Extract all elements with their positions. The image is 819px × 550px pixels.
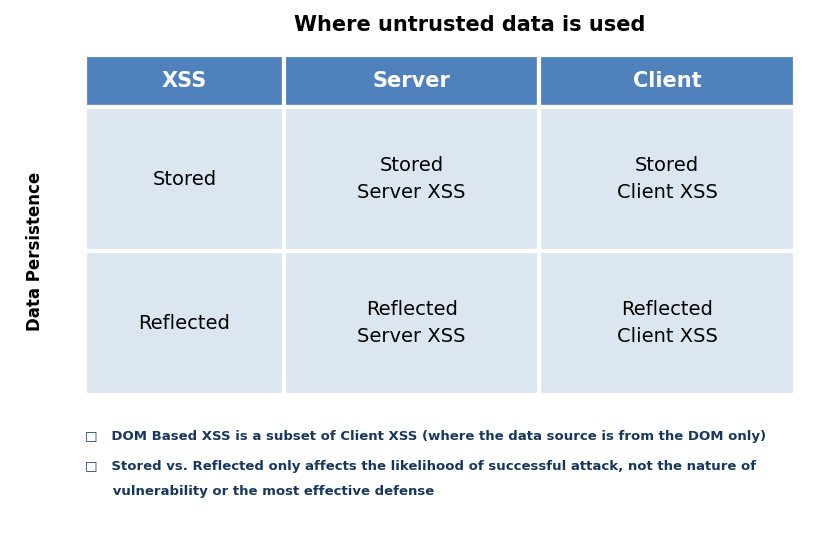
Text: XSS: XSS	[161, 71, 206, 91]
Text: Reflected: Reflected	[138, 314, 230, 333]
Bar	[85, 55, 283, 107]
Text: vulnerability or the most effective defense: vulnerability or the most effective defe…	[85, 485, 434, 498]
Bar	[85, 251, 283, 395]
Text: Reflected
Client XSS: Reflected Client XSS	[616, 300, 717, 346]
Text: Stored
Client XSS: Stored Client XSS	[616, 156, 717, 202]
Bar	[539, 55, 794, 107]
Text: Where untrusted data is used: Where untrusted data is used	[294, 15, 645, 35]
Text: Client: Client	[632, 71, 701, 91]
Bar	[85, 107, 283, 251]
Bar	[283, 251, 539, 395]
Text: Server: Server	[372, 71, 450, 91]
Bar	[283, 107, 539, 251]
Text: □   Stored vs. Reflected only affects the likelihood of successful attack, not t: □ Stored vs. Reflected only affects the …	[85, 460, 755, 473]
Text: Data Persistence: Data Persistence	[26, 172, 44, 331]
Bar	[539, 107, 794, 251]
Text: Reflected
Server XSS: Reflected Server XSS	[357, 300, 465, 346]
Bar	[283, 55, 539, 107]
Text: Stored: Stored	[152, 169, 216, 189]
Text: □   DOM Based XSS is a subset of Client XSS (where the data source is from the D: □ DOM Based XSS is a subset of Client XS…	[85, 430, 765, 443]
Text: Stored
Server XSS: Stored Server XSS	[357, 156, 465, 202]
Bar	[539, 251, 794, 395]
